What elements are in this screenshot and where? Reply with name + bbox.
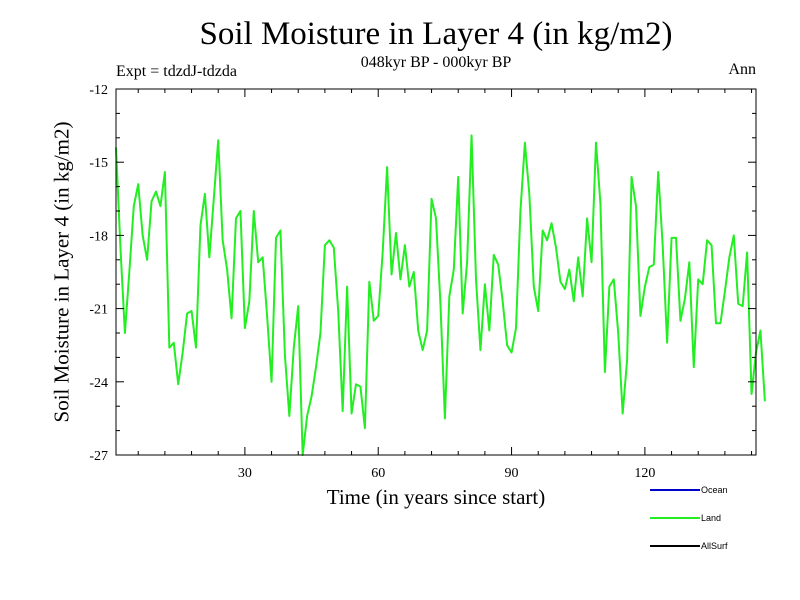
plot-frame <box>115 88 757 456</box>
y-tick-label: -15 <box>89 156 108 171</box>
x-tick-label: 120 <box>634 466 655 481</box>
x-axis-label: Time (in years since start) <box>326 485 546 509</box>
legend-label-land: Land <box>701 513 721 523</box>
chart-subtitle: 048kyr BP - 000kyr BP <box>360 54 512 71</box>
x-tick-label: 60 <box>371 466 385 481</box>
series-line-land <box>115 134 766 456</box>
legend: Ocean Land AllSurf <box>650 485 728 551</box>
ticks-layer: -27 -24 -21 -18 -15 -12 30 60 90 120 <box>89 83 756 481</box>
legend-label-ocean: Ocean <box>701 485 728 495</box>
y-tick-label: -24 <box>89 376 108 391</box>
legend-label-allsurf: AllSurf <box>701 541 728 551</box>
period-label: Ann <box>728 61 756 78</box>
experiment-label: Expt = tdzdJ-tdzda <box>116 63 237 80</box>
y-tick-label: -27 <box>89 449 108 464</box>
chart-title: Soil Moisture in Layer 4 (in kg/m2) <box>199 16 673 52</box>
y-tick-label: -21 <box>89 303 108 318</box>
y-tick-label: -18 <box>89 229 108 244</box>
x-tick-label: 30 <box>238 466 252 481</box>
x-tick-label: 90 <box>505 466 519 481</box>
y-tick-label: -12 <box>89 83 108 98</box>
series-layer <box>115 134 766 456</box>
